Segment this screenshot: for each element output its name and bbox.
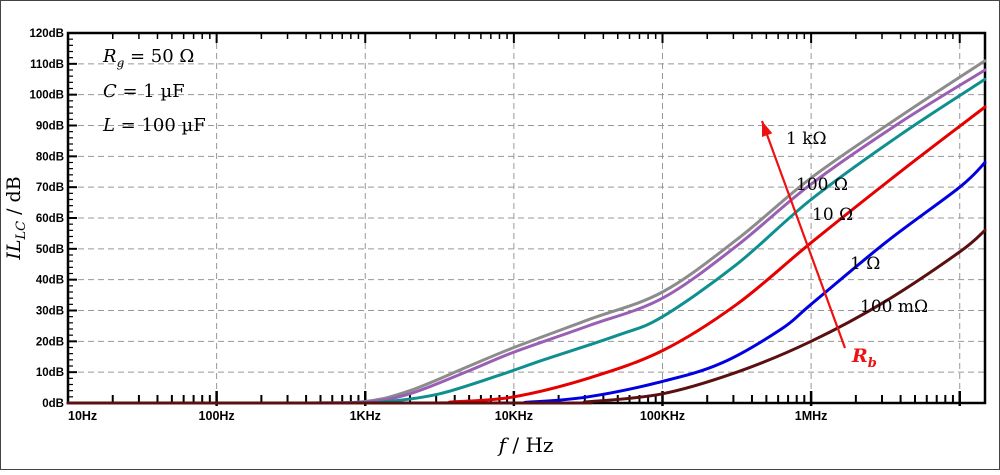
x-tick-label: 1MHz: [795, 409, 828, 423]
y-tick-label: 120dB: [29, 28, 64, 40]
axis-labels: 10Hz 100Hz 1KHz 10KHz 100KHz 1MHz 0dB 10dB 20dB 3…: [29, 28, 827, 423]
y-tick-label: 80dB: [36, 151, 64, 163]
y-tick-label: 50dB: [36, 244, 64, 256]
x-tick-label: 10Hz: [68, 409, 97, 423]
x-tick-label: 10KHz: [495, 409, 533, 423]
curves-layer: [66, 59, 987, 405]
y-tick-label: 40dB: [36, 275, 64, 287]
parameter-annotations: Rg = 50 Ω C = 1 µF L = 100 µF: [102, 46, 206, 136]
curve-1-kΩ: [66, 59, 987, 405]
y-tick-label: 20dB: [36, 336, 64, 348]
curve-100-mΩ: [66, 228, 987, 405]
rb-label: Rb: [851, 345, 877, 371]
y-tick-label: 0dB: [42, 398, 64, 410]
y-tick-label: 90dB: [36, 121, 64, 133]
rb-arrow: Rb: [760, 120, 877, 371]
y-tick-label: 70dB: [36, 182, 64, 194]
math-label: L = 100 µF: [102, 115, 206, 136]
y-axis-title: ILLC / dB: [3, 176, 29, 260]
curve-label: 100 Ω: [796, 175, 848, 195]
arrowhead: [761, 121, 773, 137]
x-tick-label: 1KHz: [350, 409, 381, 423]
curve-label: 1 Ω: [850, 254, 880, 274]
curve-value-labels: 1 kΩ 100 Ω 10 Ω 1 Ω 100 mΩ: [786, 129, 928, 317]
y-tick-label: 30dB: [36, 306, 64, 318]
y-tick-label: 10dB: [36, 367, 64, 379]
x-tick-label: 100Hz: [199, 409, 235, 423]
math-label: Rg = 50 Ω: [102, 46, 194, 70]
x-axis-title: f / Hz: [497, 433, 554, 457]
y-tick-label: 60dB: [36, 213, 64, 225]
curve-label: 100 mΩ: [860, 297, 928, 317]
math-label: C = 1 µF: [103, 81, 185, 102]
curve-label: 1 kΩ: [786, 129, 827, 149]
curve-label: 10 Ω: [812, 205, 853, 225]
y-tick-label: 110dB: [30, 59, 64, 71]
grid-layer: [68, 33, 985, 403]
y-tick-label: 100dB: [29, 90, 64, 102]
x-tick-label: 100KHz: [640, 409, 685, 423]
